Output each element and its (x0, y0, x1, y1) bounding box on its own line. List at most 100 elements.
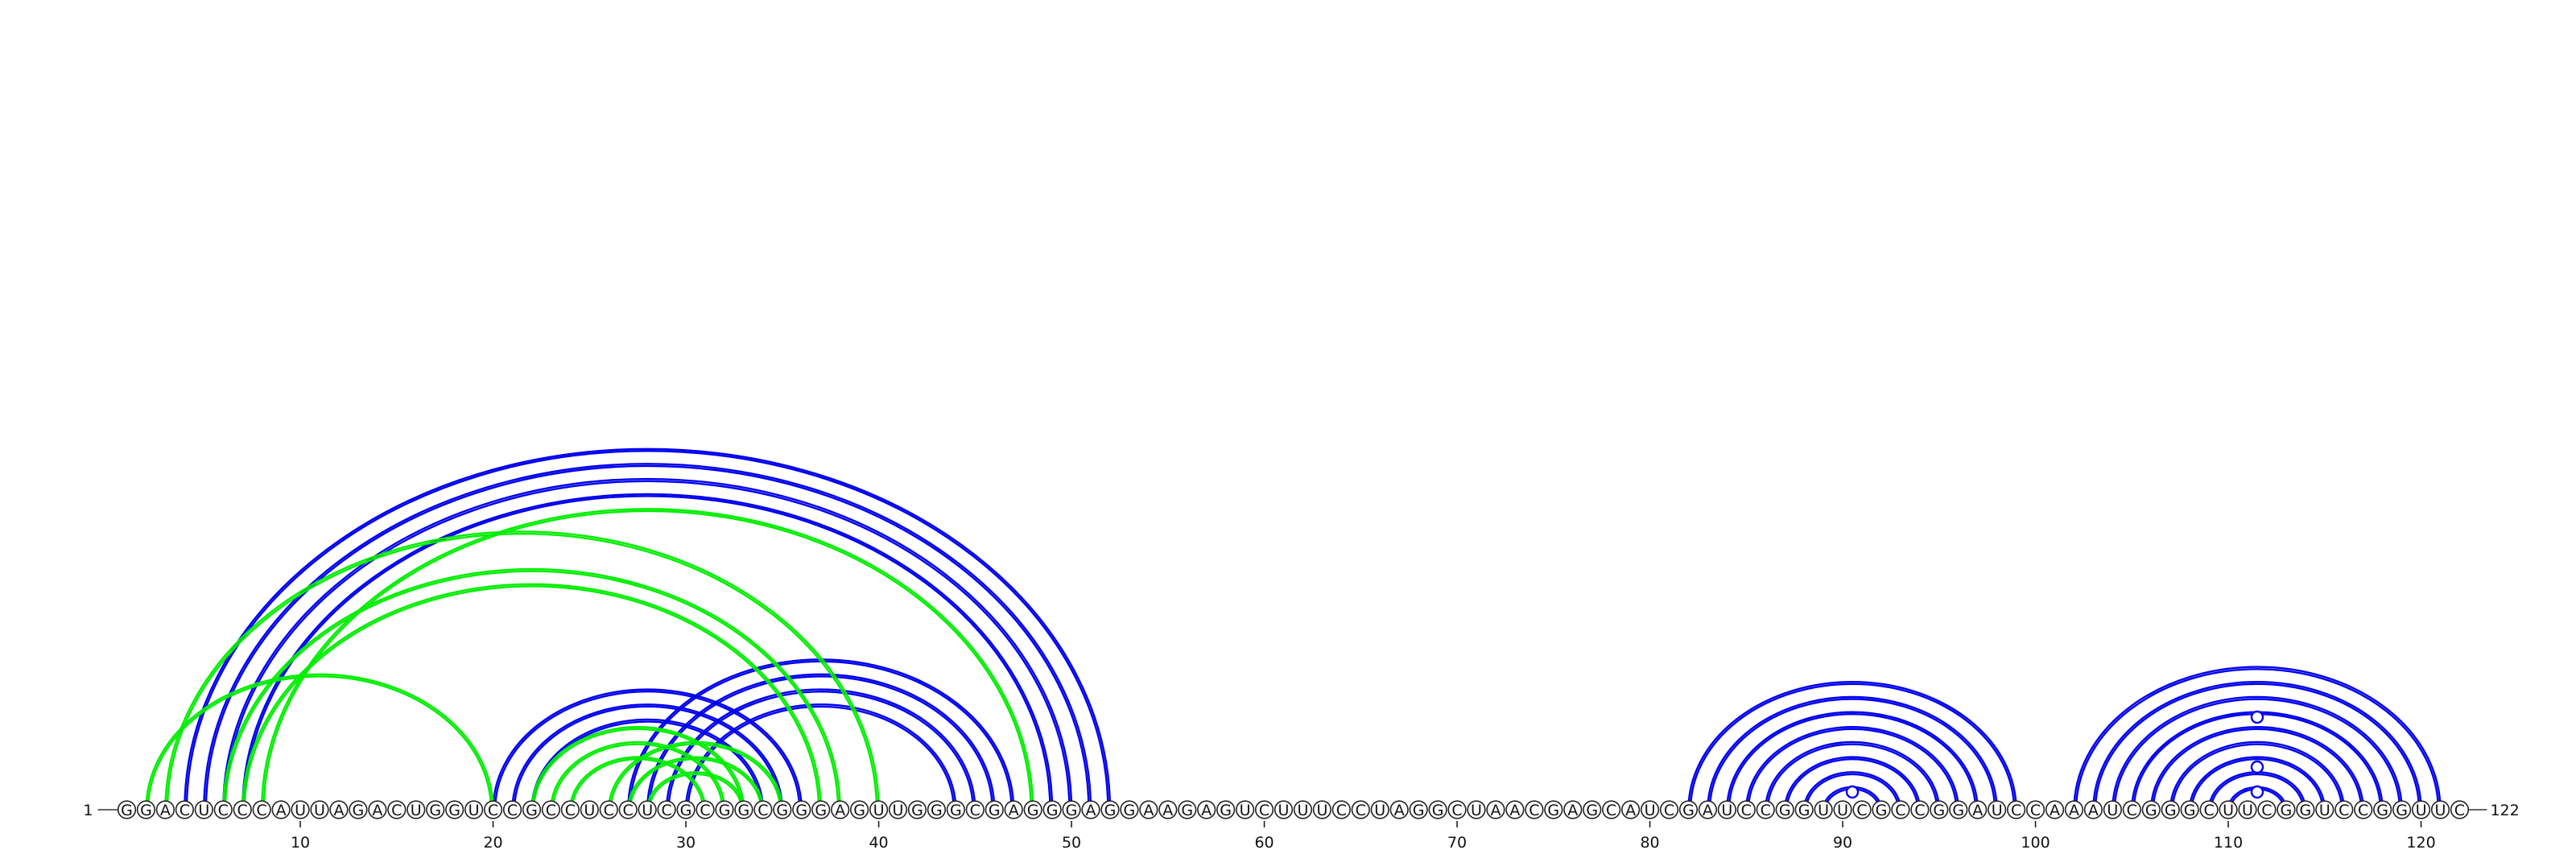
nucleotide-circle (329, 800, 349, 819)
nucleotide-circle (1370, 800, 1389, 819)
base-pair-arc-inner (224, 480, 1071, 811)
nucleotide: U (580, 800, 599, 819)
nucleotide-letter: A (2069, 802, 2079, 819)
nucleotide-circle (1833, 800, 1852, 819)
base-pair-arc-inner (609, 743, 782, 811)
nucleotide: G (1775, 800, 1794, 819)
nucleotide-letter: G (2165, 802, 2177, 819)
nucleotide-circle (888, 800, 908, 819)
base-pair-arc (665, 688, 976, 811)
nucleotide: G (2277, 800, 2296, 819)
nucleotide: G (1583, 800, 1602, 819)
nucleotide: A (1563, 800, 1583, 819)
nucleotide-circle (349, 800, 368, 819)
nucleotide: G (1120, 800, 1139, 819)
nucleotide-circle (502, 800, 522, 819)
base-pair-arc-inner (1805, 773, 1900, 811)
nucleotide: A (1698, 800, 1717, 819)
nucleotide: G (2296, 800, 2315, 819)
nucleotide: C (2007, 800, 2026, 819)
nucleotide-letter: A (160, 802, 171, 819)
nucleotide: A (1139, 800, 1158, 819)
nucleotide-circle (2450, 800, 2470, 819)
nucleotide-letter: U (1818, 802, 1829, 819)
nucleotide-circle (849, 800, 869, 819)
base-pair-arc-inner (551, 743, 724, 811)
nucleotide-circle (310, 800, 329, 819)
nucleotide-letter: U (1645, 802, 1656, 819)
nucleotide-circle (1158, 800, 1178, 819)
nucleotide-circle (1178, 800, 1197, 819)
nucleotide: C (1602, 800, 1621, 819)
base-pair-arc-inner (1708, 698, 1996, 811)
nucleotide-letter: G (1181, 802, 1193, 819)
axis-tick-label: 50 (1062, 834, 1081, 852)
base-pair-arc (260, 508, 1034, 811)
nucleotide-letter: C (1356, 802, 1366, 819)
axis-tick-label: 80 (1640, 834, 1659, 852)
nucleotide-letter: G (1876, 802, 1888, 819)
nucleotide-letter: A (1394, 802, 1405, 819)
nucleotide-circle (1120, 800, 1139, 819)
base-pair-arc-inner (2171, 743, 2343, 811)
nucleotide: C (1852, 800, 1872, 819)
nucleotide-circle (2007, 800, 2026, 819)
nucleotide: U (1814, 800, 1833, 819)
nucleotide: C (2025, 800, 2046, 819)
nucleotide: U (2430, 800, 2450, 819)
nucleotide: G (946, 800, 965, 819)
nucleotide-letter: G (121, 802, 133, 819)
nucleotide-letter: G (353, 802, 365, 819)
nucleotide-circle (2315, 800, 2334, 819)
nucleotide-letter: A (1625, 802, 1636, 819)
nucleotide-letter: C (661, 802, 671, 819)
nucleotide-circle (368, 800, 387, 819)
nucleotide-circle (291, 800, 310, 819)
nucleotide-letter: G (2281, 802, 2293, 819)
loop-marker-circle (2250, 710, 2264, 724)
nucleotide-letter: U (1240, 802, 1251, 819)
nucleotide-letter: G (911, 802, 923, 819)
nucleotide-letter: U (314, 802, 325, 819)
nucleotide: G (907, 800, 927, 819)
nucleotide: A (1968, 800, 1988, 819)
base-pair-arc-inner (2094, 683, 2421, 811)
nucleotide-circle (2392, 800, 2412, 819)
nucleotide: U (2411, 800, 2431, 819)
nucleotide: C (483, 800, 503, 819)
nucleotide-letter: C (2358, 802, 2368, 819)
nucleotide-letter: G (1413, 802, 1425, 819)
nucleotide: C (175, 800, 194, 819)
nucleotide-circle (1389, 800, 1409, 819)
nucleotide: U (1833, 800, 1852, 819)
nucleotide-circle (1428, 800, 1447, 819)
nucleotide-circle (2430, 800, 2450, 819)
base-pair-arc (550, 740, 726, 811)
nucleotide-letter: G (1046, 802, 1059, 819)
nucleotide-letter: C (604, 802, 614, 819)
base-pair-arc (222, 567, 841, 811)
axis-tick-label: 100 (2021, 834, 2050, 852)
nucleotide-circle (1949, 800, 1968, 819)
base-pair-arc-inner (629, 660, 1013, 811)
nucleotide-circle (1409, 800, 1428, 819)
base-pair-arc-inner (262, 509, 1032, 811)
base-pair-arcs (145, 448, 2442, 811)
nucleotide-letter: C (1451, 802, 1462, 819)
nucleotide-circle (1331, 800, 1351, 819)
base-pair-arc-inner (243, 585, 820, 811)
nucleotide: C (560, 800, 580, 819)
nucleotide-letter: A (1567, 802, 1578, 819)
nucleotide: A (1620, 800, 1641, 819)
nucleotide-circle (811, 800, 831, 819)
nucleotide: C (502, 800, 522, 819)
nucleotide-circle (1910, 800, 1930, 819)
nucleotide-letter: U (2107, 802, 2118, 819)
nucleotide-letter: G (2145, 802, 2157, 819)
base-pair-arc (2150, 726, 2364, 811)
nucleotide-letter: C (1606, 802, 1616, 819)
nucleotide: G (1216, 800, 1236, 819)
nucleotide-circle (599, 800, 618, 819)
nucleotide: C (1736, 800, 1756, 819)
nucleotide-letter: G (1027, 802, 1039, 819)
